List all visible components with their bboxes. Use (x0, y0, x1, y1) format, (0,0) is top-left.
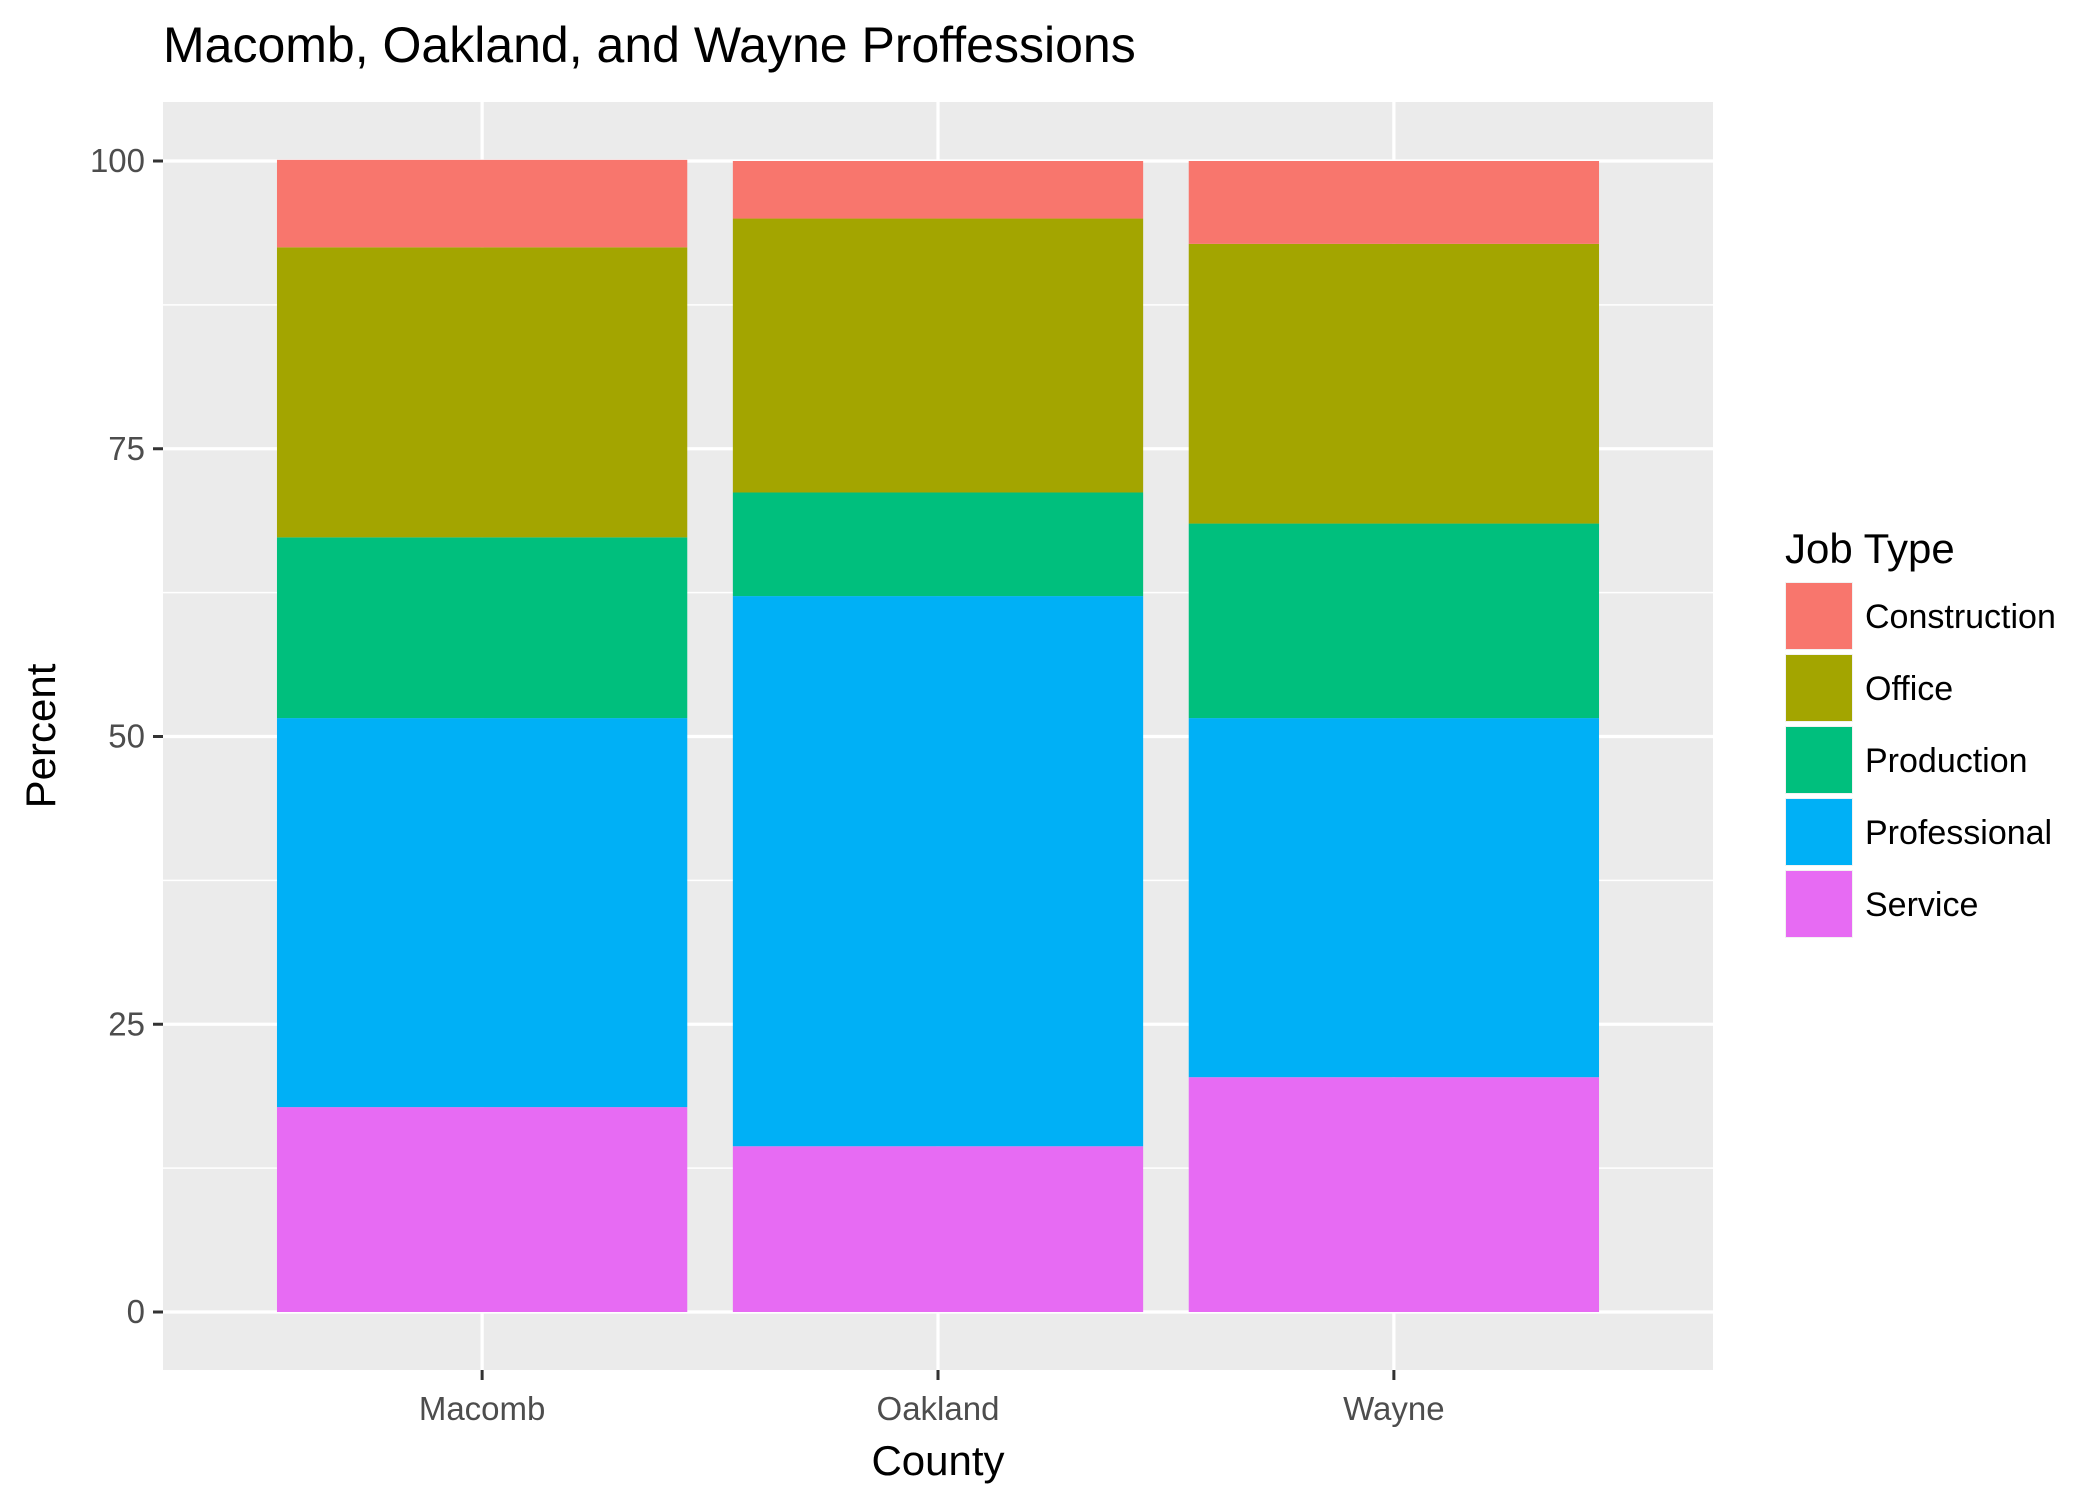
bar-construction-macomb (276, 159, 688, 248)
legend-label-production: Production (1865, 742, 2028, 780)
x-axis: Macomb Oakland Wayne (419, 1370, 1445, 1427)
legend-swatch-professional (1786, 799, 1852, 865)
chart-title: Macomb, Oakland, and Wayne Proffessions (163, 17, 1136, 73)
x-axis-title: County (871, 1437, 1004, 1484)
legend: Job Type Construction Office Production Pro… (1785, 525, 2056, 938)
bar-construction-oakland (732, 161, 1144, 219)
x-tick-label: Macomb (419, 1390, 546, 1427)
bar-construction-wayne (1188, 161, 1600, 244)
y-tick-label: 100 (90, 142, 145, 179)
legend-swatch-office (1786, 655, 1852, 721)
y-tick-label: 0 (127, 1293, 145, 1330)
bar-professional-wayne (1188, 718, 1600, 1078)
bar-production-macomb (276, 537, 688, 719)
y-tick-label: 75 (108, 430, 145, 467)
legend-label-professional: Professional (1865, 814, 2052, 852)
bar-service-wayne (1188, 1077, 1600, 1312)
bar-professional-macomb (276, 718, 688, 1108)
legend-label-office: Office (1865, 670, 1953, 708)
legend-title: Job Type (1785, 525, 1955, 572)
bar-office-macomb (276, 247, 688, 538)
bar-office-oakland (732, 218, 1144, 493)
y-tick-label: 25 (108, 1005, 145, 1042)
legend-swatch-production (1786, 727, 1852, 793)
legend-swatch-construction (1786, 583, 1852, 649)
legend-label-service: Service (1865, 886, 1978, 924)
bar-service-macomb (276, 1107, 688, 1312)
y-axis-title: Percent (17, 663, 64, 808)
legend-label-construction: Construction (1865, 598, 2056, 636)
bar-production-wayne (1188, 523, 1600, 719)
x-tick-label: Wayne (1343, 1390, 1444, 1427)
bar-professional-oakland (732, 596, 1144, 1147)
bars (276, 159, 1600, 1312)
y-axis: 0 25 50 75 100 (90, 142, 163, 1330)
x-tick-label: Oakland (877, 1390, 1000, 1427)
bar-office-wayne (1188, 243, 1600, 524)
bar-service-oakland (732, 1146, 1144, 1312)
legend-swatch-service (1786, 871, 1852, 937)
y-tick-label: 50 (108, 718, 145, 755)
bar-production-oakland (732, 492, 1144, 597)
